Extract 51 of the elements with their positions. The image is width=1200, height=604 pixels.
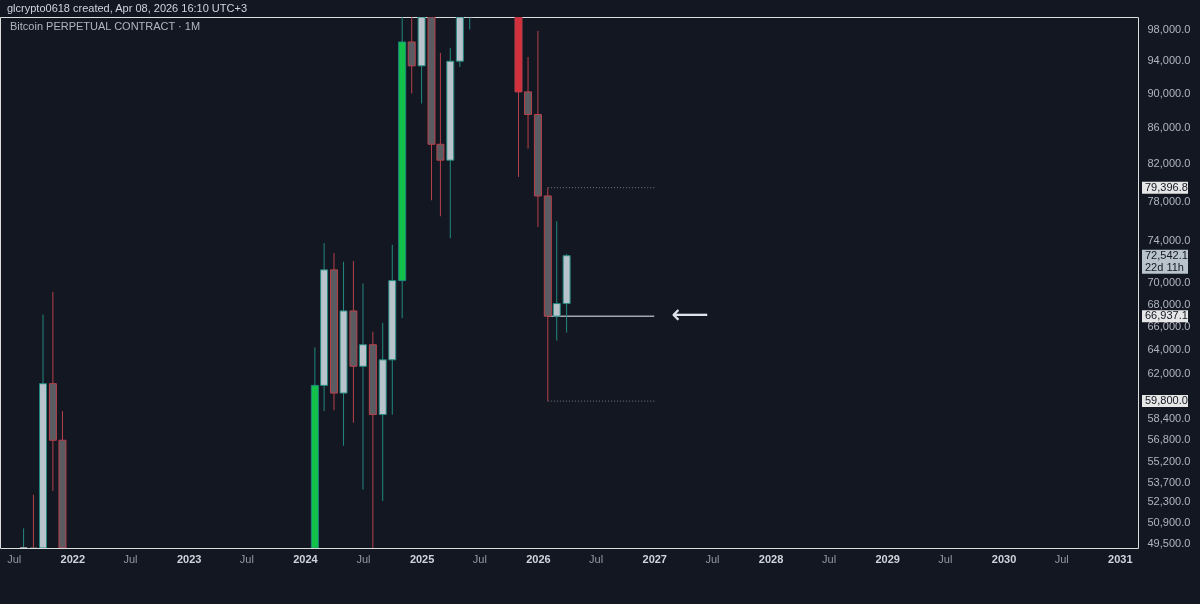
y-tick-label: 74,000.0 — [1147, 234, 1191, 247]
annotation: ⟵ — [671, 299, 709, 330]
candlestick — [358, 282, 367, 491]
candlestick — [407, 17, 416, 94]
x-tick-label: Jul — [705, 552, 720, 565]
x-tick-label: Jul — [1054, 552, 1069, 565]
text: 72,542.1 22d 11h — [1145, 248, 1188, 273]
text: 59,800.0 — [1145, 394, 1188, 407]
y-tick-label: 52,300.0 — [1147, 495, 1191, 508]
x-tick-label: Jul — [938, 552, 953, 565]
x-tick-label: Jul — [589, 552, 604, 565]
x-tick-label: 2028 — [758, 552, 784, 565]
y-tick-label: 58,400.0 — [1147, 412, 1191, 425]
x-tick-label: 2026 — [526, 552, 551, 565]
y-tick-label: 82,000.0 — [1147, 156, 1191, 169]
y-tick-label: 98,000.0 — [1147, 22, 1191, 35]
candlestick — [29, 494, 38, 548]
x-tick-label: Jul — [472, 552, 487, 565]
text: 66,937.1 — [1145, 309, 1188, 322]
y-tick-label: 66,000.0 — [1147, 320, 1191, 333]
x-tick-label: 2030 — [991, 552, 1017, 565]
chart-title: Bitcoin PERPETUAL CONTRACT · 1M — [10, 20, 201, 32]
x-tick-label: 2022 — [60, 552, 86, 565]
x-tick-label: Jul — [123, 552, 138, 565]
y-tick-label: 55,200.0 — [1147, 454, 1191, 467]
x-tick-label: 2031 — [1108, 552, 1133, 565]
y-tick-label: 49,500.0 — [1147, 536, 1191, 549]
text: glcrypto0618 created, Apr 08, 2026 16:10 UTC+3 — [7, 2, 248, 14]
y-tick-label: 90,000.0 — [1147, 86, 1191, 99]
y-tick-label: 64,000.0 — [1147, 343, 1191, 356]
y-tick-label: 94,000.0 — [1147, 54, 1191, 67]
y-tick-label: 78,000.0 — [1147, 194, 1191, 207]
x-tick-label: Jul — [356, 552, 371, 565]
x-tick-label: Jul — [239, 552, 254, 565]
y-tick-label: 70,000.0 — [1147, 276, 1191, 289]
x-tick-label: Jul — [822, 552, 837, 565]
x-tick-label: 2027 — [642, 552, 667, 565]
text: 79,396.8 — [1145, 180, 1188, 193]
x-tick-label: 2025 — [409, 552, 435, 565]
y-tick-label: 53,700.0 — [1147, 475, 1191, 488]
y-tick-label: 56,800.0 — [1147, 433, 1191, 446]
x-tick-label: 2029 — [875, 552, 900, 565]
x-tick-label: Jul — [7, 552, 22, 565]
x-tick-label: 2023 — [176, 552, 202, 565]
y-tick-label: 86,000.0 — [1147, 121, 1191, 134]
candlestick — [465, 17, 474, 30]
y-tick-label: 62,000.0 — [1147, 367, 1191, 380]
y-tick-label: 68,000.0 — [1147, 297, 1191, 310]
x-tick-label: 2024 — [293, 552, 319, 565]
candlestick — [19, 527, 28, 548]
y-tick-label: 50,900.0 — [1147, 515, 1191, 528]
